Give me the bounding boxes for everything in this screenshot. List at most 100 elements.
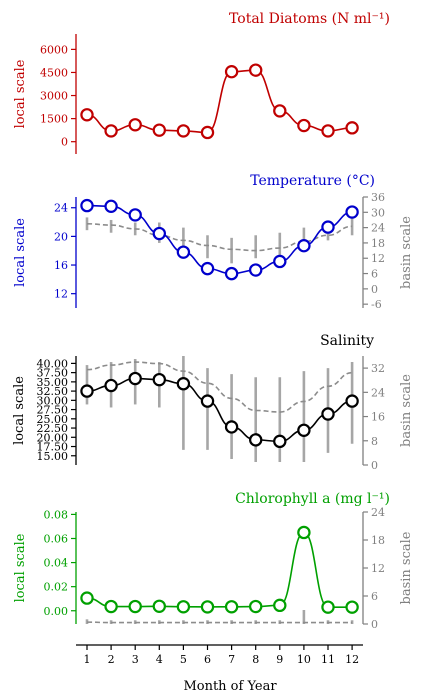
local-data-point — [104, 124, 118, 138]
month-axis: Month of Year 1 2 3 4 5 6 7 8 9 10 11 12 — [76, 644, 363, 694]
right-axis-tick-label: 18 — [371, 237, 385, 250]
local-data-point — [80, 198, 94, 213]
local-data-point — [224, 420, 239, 434]
local-data-point — [152, 372, 166, 387]
local-data-point — [224, 64, 239, 79]
right-axis-tick-label: 6 — [371, 590, 378, 603]
local-data-point — [248, 433, 263, 447]
month-tick-label: 8 — [252, 653, 259, 666]
right-axis-tick-label: 6 — [371, 268, 378, 281]
local-data-point — [200, 125, 215, 140]
local-data-point — [200, 394, 215, 408]
left-axis-tick-label: 17.50 — [37, 441, 69, 454]
local-data-point — [321, 124, 335, 138]
local-data-point — [128, 118, 142, 132]
diatoms-panel: Total Diatoms (N ml⁻¹) local scale 0 1500… — [13, 11, 390, 154]
local-data-point — [200, 600, 215, 614]
left-axis-tick-label: 12 — [54, 288, 68, 301]
left-axis-tick-label: 0.06 — [44, 532, 69, 545]
left-axis-tick-label: 32.50 — [37, 385, 69, 398]
left-axis-tick-label: 40.00 — [37, 357, 69, 370]
local-data-point — [152, 599, 166, 613]
month-tick-label: 1 — [84, 653, 91, 666]
left-axis-tick-label: 0.08 — [44, 508, 69, 521]
salinity-title: Salinity — [320, 333, 374, 349]
local-data-point — [345, 600, 359, 614]
local-data-point — [104, 599, 118, 614]
local-data-point — [128, 208, 142, 222]
right-axis-tick-label: 16 — [371, 411, 385, 424]
local-data-point — [176, 245, 191, 259]
left-axis-tick-label: 22.50 — [37, 422, 69, 435]
left-axis-tick-label: 16 — [54, 259, 68, 272]
month-tick-label: 9 — [276, 653, 283, 666]
left-axis-tick-label: 0 — [61, 136, 68, 149]
temperature-y2label: basin scale — [399, 216, 414, 289]
local-data-point — [273, 104, 287, 118]
chlorophyll-ylabel: local scale — [13, 533, 28, 602]
local-data-point — [128, 599, 142, 614]
left-axis-tick-label: 0.04 — [44, 557, 69, 570]
left-axis-tick-label: 1500 — [40, 113, 68, 126]
right-axis-tick-label: 24 — [371, 506, 385, 519]
local-series-line — [86, 377, 353, 443]
left-axis-tick-label: 24 — [54, 202, 68, 215]
month-tick-label: 12 — [345, 653, 359, 666]
month-axis-label: Month of Year — [183, 679, 277, 694]
local-data-point — [176, 600, 191, 614]
local-data-point — [104, 378, 118, 393]
left-axis-tick-label: 0.02 — [44, 581, 69, 594]
local-data-point — [321, 220, 335, 234]
month-tick-label: 6 — [204, 653, 211, 666]
local-data-point — [248, 599, 263, 614]
right-axis-tick-label: 12 — [371, 562, 385, 575]
local-data-point — [104, 199, 118, 214]
left-axis-tick-label: 25.00 — [37, 413, 69, 426]
diatoms-title: Total Diatoms (N ml⁻¹) — [229, 11, 390, 27]
left-axis-tick-label: 20 — [54, 230, 68, 243]
left-axis-tick-label: 15.00 — [37, 450, 69, 463]
local-data-point — [345, 205, 359, 219]
left-axis-tick-label: 6000 — [40, 43, 68, 56]
left-axis-tick-label: 4500 — [40, 66, 68, 79]
salinity-panel: Salinity local scale basin scale 15.0017… — [12, 333, 414, 472]
salinity-ylabel: local scale — [12, 376, 27, 445]
local-data-point — [297, 423, 311, 437]
local-data-point — [152, 123, 166, 137]
local-data-point — [273, 434, 287, 449]
local-data-point — [176, 377, 191, 391]
month-tick-label: 7 — [228, 653, 235, 666]
right-axis-tick-label: 24 — [371, 386, 385, 399]
right-axis-tick-label: 8 — [371, 435, 378, 448]
local-data-point — [176, 124, 191, 138]
local-data-point — [297, 238, 311, 253]
local-data-point — [273, 598, 287, 613]
local-data-point — [248, 263, 263, 277]
month-tick-label: 2 — [108, 653, 115, 666]
local-data-point — [80, 591, 94, 605]
month-tick-label: 4 — [156, 653, 163, 666]
local-data-point — [321, 600, 335, 614]
local-series-line — [86, 69, 353, 134]
local-data-point — [80, 384, 94, 398]
right-axis-tick-label: 32 — [371, 362, 385, 375]
chlorophyll-panel: Chlorophyll a (mg l⁻¹) local scale basin… — [13, 491, 414, 631]
local-data-point — [273, 254, 287, 269]
temperature-panel: Temperature (°C) local scale basin scale… — [13, 173, 414, 311]
basin-mean-line — [86, 361, 353, 413]
chlorophyll-title: Chlorophyll a (mg l⁻¹) — [235, 491, 390, 507]
right-axis-tick-label: 0 — [371, 283, 378, 296]
left-axis-tick-label: 35.00 — [37, 376, 69, 389]
left-axis-tick-label: 0.00 — [44, 605, 69, 618]
right-axis-tick-label: -6 — [371, 298, 382, 311]
local-data-point — [80, 108, 94, 122]
local-data-point — [321, 407, 335, 421]
local-data-point — [345, 394, 359, 408]
temperature-ylabel: local scale — [13, 218, 28, 287]
left-axis-tick-label: 37.50 — [37, 367, 69, 380]
local-data-point — [152, 226, 166, 241]
right-axis-tick-label: 18 — [371, 534, 385, 547]
right-axis-tick-label: 0 — [371, 459, 378, 472]
left-axis-tick-label: 30.00 — [37, 394, 69, 407]
local-series-line — [86, 531, 353, 608]
